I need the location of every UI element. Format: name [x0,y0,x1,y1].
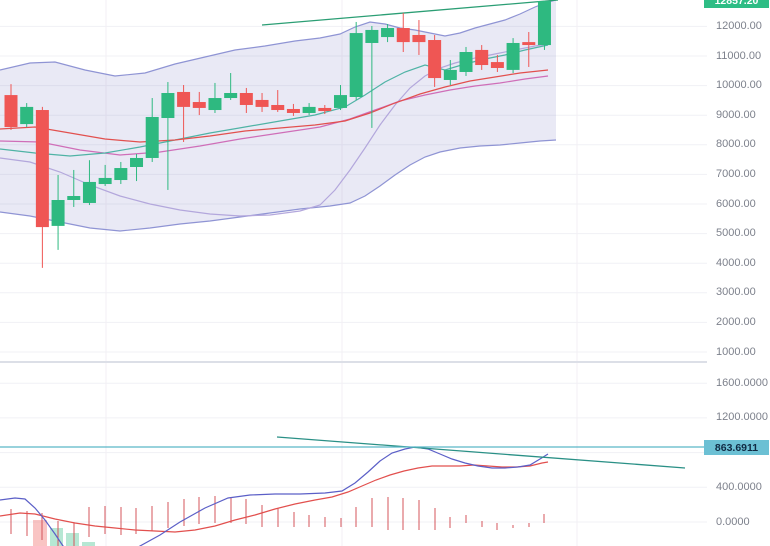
candle [365,25,379,128]
candle [239,87,253,113]
ma-red-line [0,69,549,143]
candle [4,84,18,130]
indicator-panel [0,436,707,546]
candle [177,85,191,142]
candle [381,24,395,43]
indicator-value-badge: 863.6911 [704,440,769,455]
last-price-badge: 12857.20 [704,0,769,8]
candle [396,12,410,53]
candle [271,90,285,112]
volume-bar [33,520,47,546]
candle [224,73,238,100]
candle [51,174,65,250]
bollinger-upper-line [0,0,557,77]
candle [114,161,128,185]
candle [161,82,175,190]
candle [286,103,300,116]
macd-line [0,446,549,546]
candle [67,169,81,207]
candle [333,85,347,111]
candle [302,103,316,116]
candle [506,38,520,74]
candle [443,59,457,86]
candle [475,45,489,70]
price-scale[interactable] [707,0,770,546]
candle [82,160,96,206]
candle [537,0,551,50]
bollinger-lower-line [0,139,557,232]
candle [35,106,49,268]
signal-line [0,461,549,533]
candle [145,98,159,162]
volume-bar [82,542,95,546]
bollinger-band-fill [0,0,556,231]
volume-bar [66,533,79,546]
indicator-value: 863.6911 [714,441,759,454]
candle [192,91,206,116]
candle [130,153,144,182]
candle [459,46,473,76]
bollinger-middle-line [0,75,549,156]
candle [349,21,363,100]
price-panel [0,0,559,268]
candle [208,82,222,113]
candle [490,54,504,72]
last-price-value: 12857.20 [714,0,759,7]
candle [98,164,112,186]
histogram-series [10,496,545,546]
candle [20,103,34,128]
candlestick-series [4,0,551,268]
trendline-indicator[interactable] [276,436,686,469]
candle [428,34,442,87]
candle [522,32,536,67]
trendline-main[interactable] [261,0,559,26]
candle [255,93,269,112]
candle [318,104,332,115]
candle [412,20,426,55]
